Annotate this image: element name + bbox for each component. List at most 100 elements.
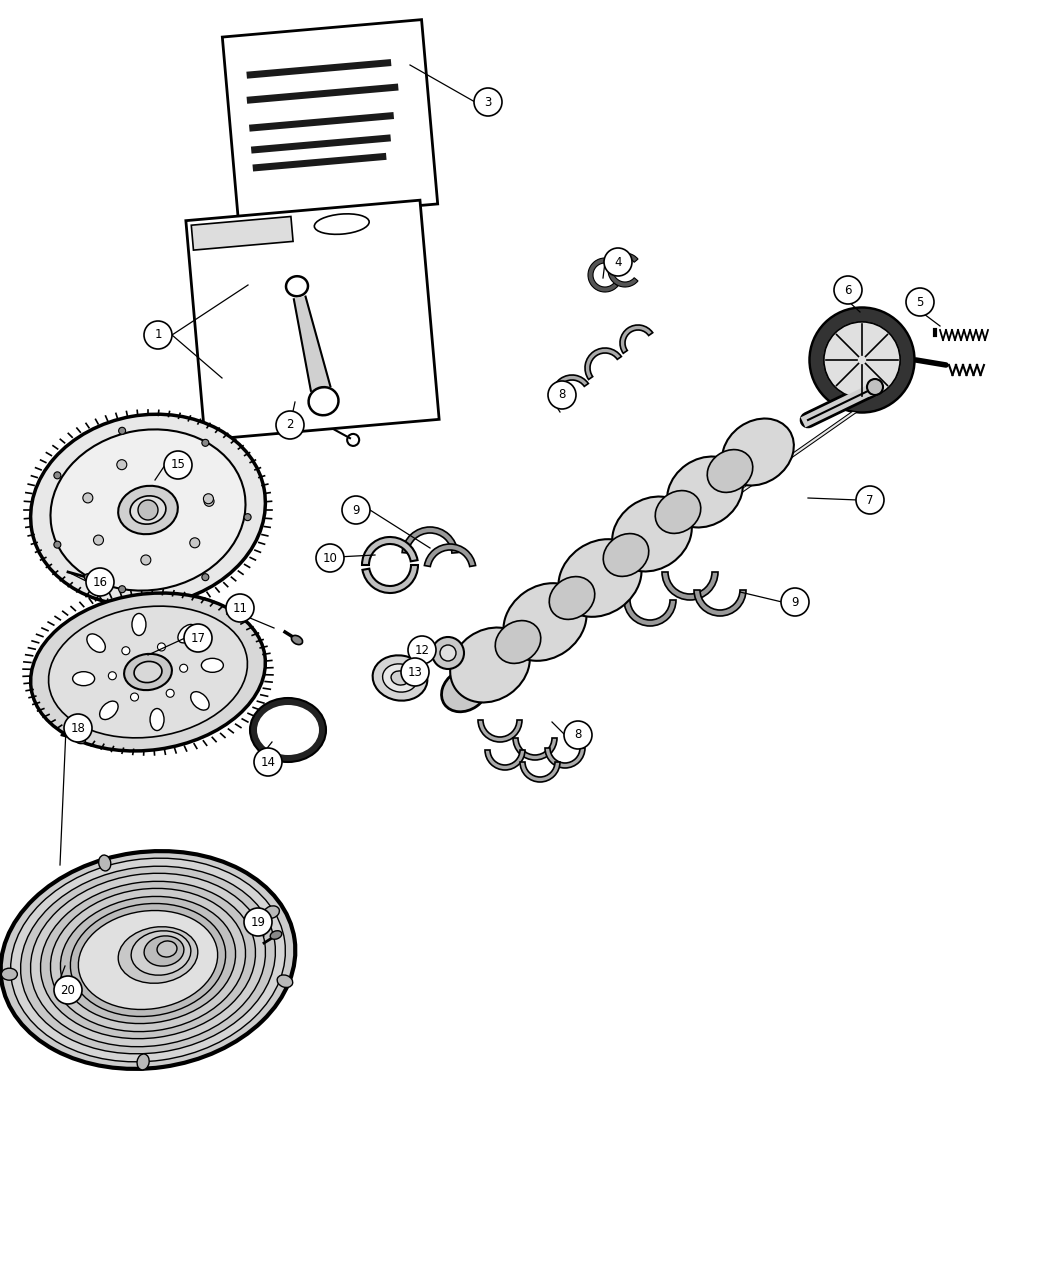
Ellipse shape — [50, 430, 246, 590]
Circle shape — [440, 645, 456, 660]
Ellipse shape — [382, 664, 418, 692]
Wedge shape — [624, 601, 676, 626]
Wedge shape — [608, 252, 638, 287]
Wedge shape — [362, 537, 418, 565]
Circle shape — [202, 574, 209, 580]
Ellipse shape — [722, 418, 794, 486]
Ellipse shape — [1, 968, 18, 980]
Circle shape — [408, 636, 436, 664]
Text: 19: 19 — [251, 915, 266, 928]
Ellipse shape — [30, 873, 266, 1047]
Ellipse shape — [450, 627, 530, 703]
Ellipse shape — [264, 905, 279, 918]
Wedge shape — [588, 258, 618, 292]
FancyBboxPatch shape — [223, 19, 438, 222]
Circle shape — [158, 643, 166, 652]
Ellipse shape — [124, 654, 172, 690]
Circle shape — [54, 541, 61, 548]
Text: 17: 17 — [190, 631, 206, 644]
Text: 1: 1 — [154, 329, 162, 342]
Wedge shape — [545, 748, 585, 768]
Text: 8: 8 — [559, 389, 566, 402]
Text: 3: 3 — [484, 96, 491, 108]
Circle shape — [122, 646, 130, 655]
Circle shape — [170, 460, 181, 470]
Wedge shape — [520, 762, 560, 782]
Text: 20: 20 — [61, 983, 76, 997]
Wedge shape — [478, 720, 522, 742]
Text: 12: 12 — [415, 644, 429, 657]
Circle shape — [204, 493, 213, 504]
Polygon shape — [247, 59, 392, 79]
Ellipse shape — [72, 672, 94, 686]
Circle shape — [906, 288, 934, 316]
Text: 7: 7 — [866, 493, 874, 506]
Circle shape — [834, 275, 862, 303]
Ellipse shape — [292, 635, 302, 645]
Circle shape — [244, 908, 272, 936]
Circle shape — [867, 379, 883, 395]
Ellipse shape — [177, 625, 196, 643]
Polygon shape — [251, 134, 391, 153]
Circle shape — [244, 514, 251, 520]
Circle shape — [54, 472, 61, 479]
Ellipse shape — [270, 931, 281, 940]
Circle shape — [824, 323, 900, 398]
Circle shape — [342, 496, 370, 524]
Polygon shape — [294, 297, 331, 390]
Ellipse shape — [50, 889, 246, 1031]
Ellipse shape — [70, 904, 226, 1016]
Circle shape — [119, 585, 126, 593]
Circle shape — [184, 623, 212, 652]
Circle shape — [108, 672, 117, 680]
Circle shape — [180, 664, 188, 672]
Circle shape — [83, 493, 92, 502]
Circle shape — [202, 440, 209, 446]
Ellipse shape — [131, 931, 191, 975]
Circle shape — [144, 321, 172, 349]
Ellipse shape — [1, 852, 295, 1068]
Ellipse shape — [612, 496, 692, 571]
Polygon shape — [249, 112, 394, 131]
Ellipse shape — [202, 658, 224, 672]
Circle shape — [781, 588, 809, 616]
Ellipse shape — [496, 621, 541, 663]
Wedge shape — [662, 572, 718, 601]
Text: 6: 6 — [844, 283, 852, 297]
Ellipse shape — [144, 936, 184, 966]
Polygon shape — [247, 84, 399, 103]
Ellipse shape — [667, 456, 742, 528]
Ellipse shape — [442, 668, 488, 711]
FancyBboxPatch shape — [191, 217, 293, 250]
Text: 14: 14 — [260, 756, 275, 769]
Circle shape — [138, 500, 158, 520]
Ellipse shape — [257, 705, 319, 755]
Circle shape — [93, 536, 104, 546]
Circle shape — [204, 496, 214, 506]
Circle shape — [190, 538, 200, 548]
Ellipse shape — [48, 606, 248, 738]
Text: 5: 5 — [917, 296, 924, 309]
Polygon shape — [252, 153, 386, 172]
Wedge shape — [552, 375, 588, 407]
Circle shape — [401, 658, 429, 686]
Text: 11: 11 — [232, 602, 248, 615]
Ellipse shape — [559, 539, 642, 617]
Text: 2: 2 — [287, 418, 294, 431]
Circle shape — [130, 694, 139, 701]
Ellipse shape — [99, 856, 111, 871]
Circle shape — [316, 544, 344, 572]
Circle shape — [166, 690, 174, 697]
Ellipse shape — [138, 1054, 149, 1070]
Circle shape — [64, 714, 92, 742]
Wedge shape — [362, 565, 418, 593]
Ellipse shape — [87, 634, 105, 653]
Ellipse shape — [250, 697, 326, 762]
Circle shape — [86, 567, 114, 595]
Text: 13: 13 — [407, 666, 422, 678]
Ellipse shape — [549, 576, 594, 620]
Ellipse shape — [130, 496, 166, 524]
Circle shape — [141, 555, 151, 565]
Ellipse shape — [655, 491, 700, 533]
Ellipse shape — [10, 858, 286, 1062]
